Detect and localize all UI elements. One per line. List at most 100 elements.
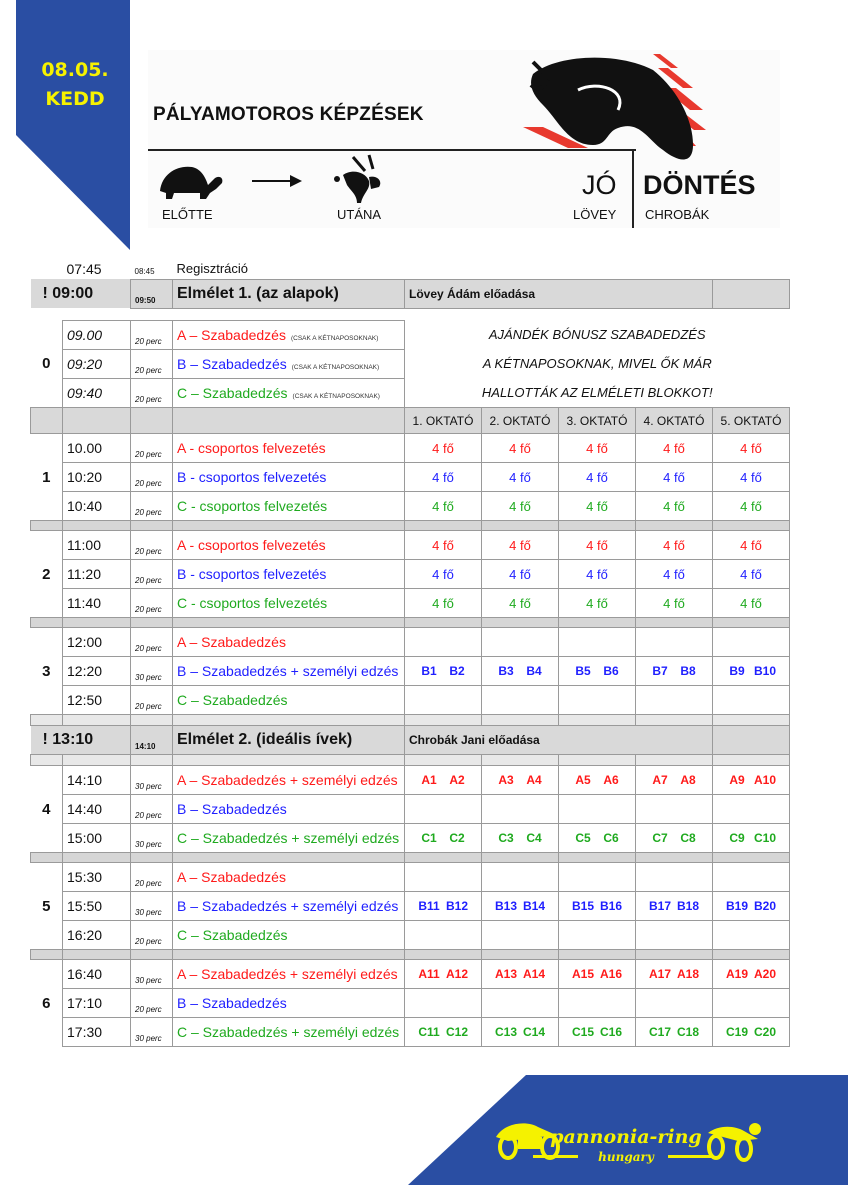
slot-code: A20 [753,967,776,981]
activity-cell: C – Szabadedzés [172,685,405,715]
session-number: 0 [42,355,51,372]
separator-cell [712,852,790,863]
instructor-cell: 4 fő [558,433,636,463]
session-row: 11:40 20 perc C - csoportos felvezetés 4 fő… [31,588,790,618]
separator-cell [635,754,713,766]
separator-cell [130,714,173,726]
instructor-cell [404,794,482,824]
instructor-cell: C5 C6 [558,823,636,853]
date-banner-shape [16,0,130,250]
activity-label: A - csoportos felvezetés [177,537,326,553]
empty-cell [405,258,790,279]
instructor-cell: C3 C4 [481,823,559,853]
instructor-cell: 4 fő [635,588,713,618]
instructor-cell: A5 A6 [558,765,636,795]
session-number: 1 [42,468,51,486]
instructor-cell: B19 B20 [712,891,790,921]
slot-code: B1 [421,664,437,678]
slot-code: B13 [494,899,517,913]
slot-code: B20 [753,899,776,913]
start-time: 15:30 [62,862,131,892]
duration: 20 perc [130,794,173,824]
slot-code: C8 [680,831,696,845]
session-number: 4 [42,800,51,818]
slot-code: A6 [603,773,619,787]
session-number: 3 [42,662,51,680]
session-row: 12:20 30 perc B – Szabadedzés + személyi e… [31,656,790,686]
activity-note: (CSAK A KÉTNAPOSOKNAK) [291,363,380,371]
start-time: 11:00 [62,530,131,560]
good-word: JÓ [582,170,617,200]
slot-code: A7 [652,773,668,787]
slot-code: A2 [449,773,465,787]
slot-code: A17 [648,967,671,981]
instructor-cell: B9 B10 [712,656,790,686]
activity-label: C – Szabadedzés [177,384,288,401]
instructor-cell [558,862,636,892]
instructor-cell: C15 C16 [558,1017,636,1047]
instructor-cell [635,988,713,1018]
registration-row: 07:45 08:45 Regisztráció [31,258,790,279]
slot-code: C4 [526,831,542,845]
separator-cell [635,949,713,960]
empty-cell [62,407,131,434]
instructor-cell [481,920,559,950]
activity-label: C – Szabadedzés + személyi edzés [177,1024,400,1040]
start-time: 16:20 [62,920,131,950]
bonus-note-line: AJÁNDÉK BÓNUSZ SZABADEDZÉS [488,327,706,342]
separator-cell [712,617,790,628]
separator-cell [712,949,790,960]
instructor-cell: 4 fő [481,462,559,492]
theory-row: ! 13:10 14:10 Elmélet 2. (ideális ívek) Chr… [30,725,790,755]
separator-cell [62,852,131,863]
separator-cell [558,714,636,726]
instructor-cell [635,862,713,892]
instructor-cell: 4 fő [558,559,636,589]
slot-code: B2 [449,664,465,678]
separator-cell [62,617,131,628]
slot-code: A10 [753,773,776,787]
separator-cell [481,617,559,628]
duration: 20 perc [130,559,173,589]
activity-cell: A – Szabadedzés + személyi edzés [172,765,405,795]
slot-code: B11 [418,899,440,913]
slot-code: B16 [599,899,622,913]
duration: 20 perc [130,588,173,618]
slot-code: C20 [753,1025,776,1039]
separator-cell [172,520,405,531]
separator-row [30,949,790,960]
instructor-cell: 4 fő [712,559,790,589]
lecturer-name-left: LÖVEY [573,207,617,222]
instructor-cell: A1 A2 [404,765,482,795]
instructor-cell [558,794,636,824]
lecturer: Chrobák Jani előadása [404,725,713,755]
start-time: 10:40 [62,491,131,521]
instructor-cell [635,920,713,950]
separator-cell [558,520,636,531]
session-row: 10:40 20 perc C - csoportos felvezetés 4 fő… [31,491,790,521]
slot-code: A1 [421,773,437,787]
instructor-cell: 4 fő [404,559,482,589]
activity-cell: B – Szabadedzés [172,794,405,824]
slot-code: C1 [421,831,437,845]
session-row: 09:20 20 perc B – Szabadedzés (CSAK A KÉTNA… [31,348,790,379]
start-time: 15:50 [62,891,131,921]
lecturer-name-right: CHROBÁK [645,207,710,222]
duration: 20 perc [130,627,173,657]
arrow-right-icon [252,175,302,187]
instructor-cell [481,685,559,715]
start-time: 12:00 [62,627,131,657]
slot-code: B19 [725,899,748,913]
instructor-cell [481,794,559,824]
activity-label: C – Szabadedzés [177,927,288,943]
session-number: 5 [42,897,51,915]
slot-code: A4 [526,773,542,787]
activity-label: A – Szabadedzés + személyi edzés [177,966,398,982]
separator-cell [558,617,636,628]
activity-cell: B - csoportos felvezetés [172,559,405,589]
duration: 20 perc [130,462,173,492]
instructor-cell [404,685,482,715]
duration: 30 perc [130,959,173,989]
instructor-cell [558,685,636,715]
